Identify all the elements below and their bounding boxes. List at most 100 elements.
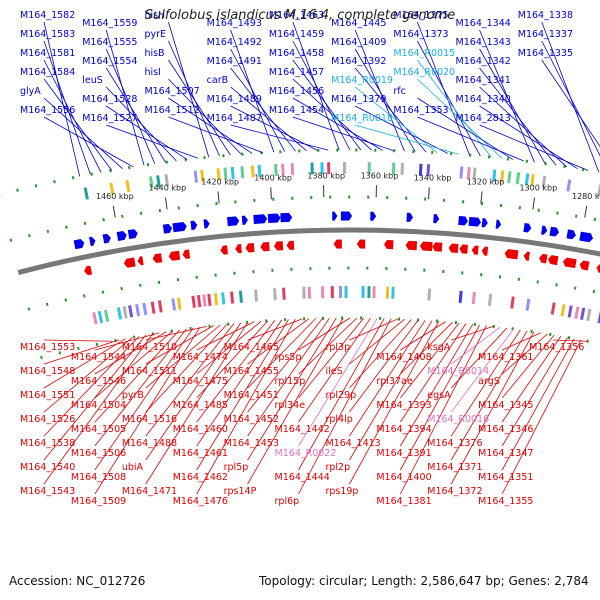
cog-block: [125, 179, 131, 193]
cog-block: [567, 305, 573, 318]
cog-block: [320, 162, 324, 175]
reverse-gene-label: rpl29p: [325, 390, 356, 401]
forward-gene-label: M164_1344: [456, 18, 511, 29]
reverse-gene: [579, 260, 590, 271]
forward-gene-label: M164_1458: [269, 48, 324, 59]
forward-gene-label: M164_R0019: [331, 75, 393, 86]
cog-block: [281, 163, 285, 176]
scale-labels: 1460 kbp 1440 kbp 1420 kbp 1400 kbp 1380 kbp…: [96, 171, 600, 201]
label-leader-line: [168, 59, 231, 156]
forward-gene: [203, 219, 210, 229]
genome-backbone: [17, 227, 600, 275]
label-leader-line: [292, 40, 351, 151]
forward-gene-label: M164_1463: [269, 10, 324, 21]
cog-block: [361, 286, 365, 299]
reverse-gene-label: M164_1376: [427, 438, 482, 449]
forward-gene-label: hisH: [144, 10, 165, 21]
reverse-gene: [137, 256, 144, 266]
cog-block: [400, 162, 404, 176]
label-leader-line: [450, 328, 514, 413]
label-leader-line: [349, 318, 399, 341]
label-leader-line: [479, 29, 535, 163]
reverse-gene: [539, 253, 548, 264]
forward-gene-label: M164_1335: [518, 48, 573, 59]
forward-gene-label: M164_1507: [144, 86, 199, 97]
label-leader-line: [196, 320, 262, 375]
cog-block: [507, 171, 512, 184]
forward-gene: [433, 214, 440, 224]
cog-block: [471, 292, 476, 305]
cog-block: [193, 170, 198, 183]
label-leader-line: [247, 317, 337, 461]
label-leader-line: [354, 48, 416, 152]
reverse-gene-label: M164_R0022: [275, 448, 337, 459]
label-leader-line: [145, 322, 242, 461]
scale-label: 1320 kbp: [467, 177, 505, 186]
label-leader-line: [400, 324, 480, 471]
label-leader-line: [417, 97, 514, 160]
label-leader-line: [145, 323, 235, 437]
reverse-gene: [419, 241, 433, 252]
label-leader-line: [247, 318, 323, 413]
forward-gene-label: M164_1353: [393, 105, 448, 116]
cog-block: [510, 296, 515, 309]
scale-tick: [112, 205, 116, 218]
label-leader-line: [298, 317, 351, 351]
label-leader-line: [43, 21, 81, 177]
label-leader-line: [541, 40, 600, 157]
forward-gene-label: M164_1512: [144, 105, 199, 116]
forward-gene-label: M164_1375: [393, 10, 448, 21]
reverse-gene: [481, 246, 489, 256]
reverse-gene-label: M164_1462: [173, 472, 228, 483]
label-leader-line: [43, 78, 113, 171]
label-leader-line: [400, 325, 487, 495]
label-leader-line: [105, 67, 166, 163]
label-leader-line: [479, 105, 578, 170]
label-leader-line: [247, 318, 317, 389]
cog-block: [566, 179, 572, 192]
label-leader-line: [400, 321, 446, 351]
label-leader-line: [247, 318, 310, 365]
reverse-gene-label: M164_1442: [275, 424, 330, 435]
cog-block: [459, 166, 464, 179]
label-leader-line: [196, 320, 276, 423]
scale-tick: [532, 197, 536, 210]
reverse-gene: [220, 245, 228, 255]
reverse-gene: [260, 242, 270, 252]
cog-block: [574, 306, 580, 319]
cog-block: [196, 294, 202, 308]
forward-gene-label: M164_R0015: [393, 48, 455, 59]
forward-gene: [116, 230, 127, 241]
label-leader-line: [168, 116, 264, 154]
label-leader-line: [230, 29, 275, 153]
forward-gene-label: M164_1341: [456, 75, 511, 86]
label-leader-line: [196, 319, 296, 495]
forward-gene-label: M164_1492: [207, 37, 262, 48]
forward-gene-label: M164_1528: [82, 94, 137, 105]
label-leader-line: [43, 59, 102, 173]
accession-text: Accession: NC_012726: [9, 574, 146, 588]
forward-gene: [406, 212, 414, 222]
forward-gene-label: M164_1456: [269, 86, 324, 97]
forward-gene-label: M164_1582: [20, 10, 75, 21]
forward-gene-label: rfc: [393, 86, 405, 97]
reverse-gene: [168, 250, 181, 261]
label-leader-line: [43, 116, 134, 168]
label-leader-line: [479, 86, 568, 168]
label-leader-line: [298, 318, 378, 447]
label-leader-line: [349, 320, 426, 437]
label-leader-line: [94, 332, 160, 351]
scale-label: 1380 kbp: [307, 171, 345, 180]
cog-block: [216, 168, 221, 181]
forward-gene: [73, 239, 85, 250]
reverse-gene-label: M164_1516: [122, 414, 177, 425]
cog-block: [515, 172, 521, 185]
cog-block: [492, 169, 497, 182]
cog-block: [307, 286, 312, 299]
forward-gene-label: M164_1459: [269, 29, 324, 40]
reverse-gene-label: M164_1355: [478, 496, 533, 507]
cog-block: [391, 286, 395, 299]
cog-block: [150, 301, 156, 314]
gene-features: [73, 162, 600, 325]
